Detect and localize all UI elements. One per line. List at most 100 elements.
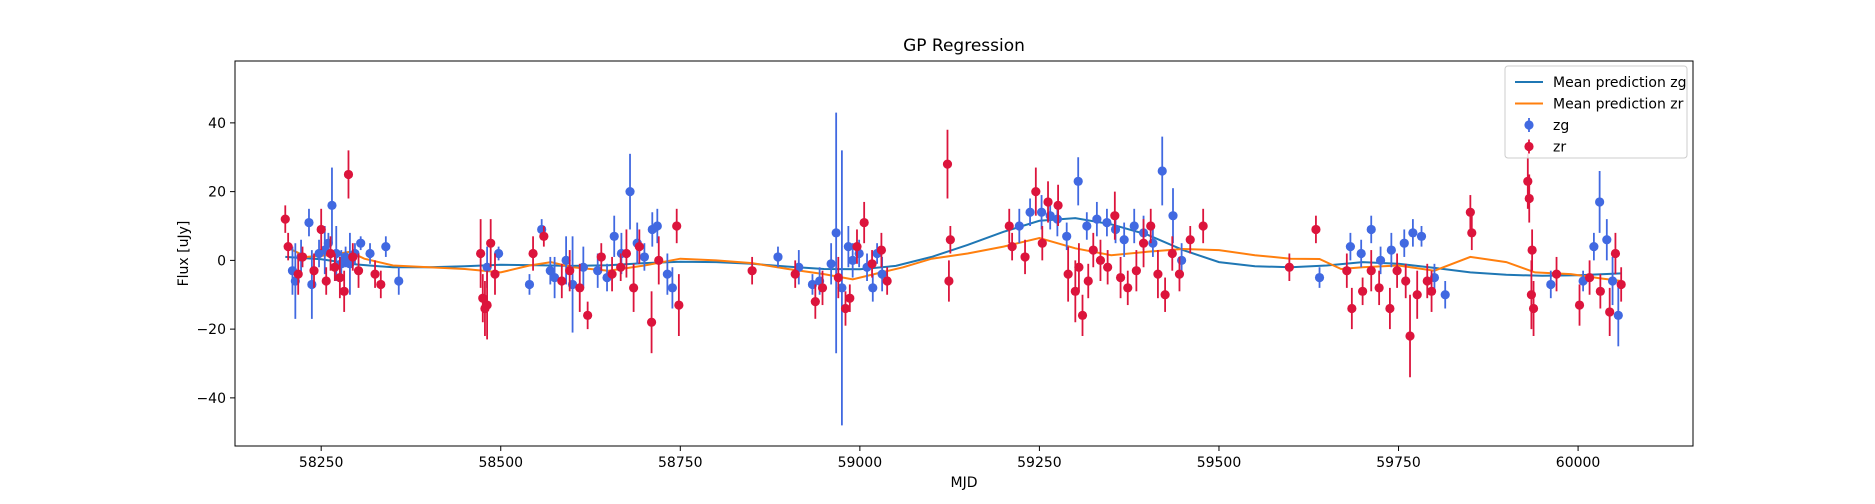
zr-point-49 — [882, 276, 892, 286]
zr-point-90 — [1405, 331, 1415, 341]
zr-point-60 — [1063, 269, 1073, 279]
zg-point-43 — [831, 228, 841, 238]
zr-point-84 — [1358, 286, 1368, 296]
zr-point-96 — [1523, 176, 1533, 186]
zg-point-29 — [609, 231, 619, 241]
zr-point-6 — [321, 276, 331, 286]
y-tick-label-20: 20 — [208, 185, 226, 201]
zr-point-25 — [565, 266, 575, 276]
zg-point-66 — [1148, 238, 1158, 248]
zr-point-39 — [790, 269, 800, 279]
zr-point-8 — [330, 262, 340, 272]
zr-point-55 — [1020, 252, 1030, 262]
zr-point-85 — [1366, 266, 1376, 276]
zr-point-68 — [1110, 211, 1120, 221]
zr-point-24 — [557, 276, 567, 286]
zr-point-94 — [1465, 207, 1475, 217]
zr-point-47 — [867, 259, 877, 269]
zg-point-49 — [868, 283, 878, 293]
zg-point-59 — [1082, 221, 1092, 231]
zg-point-74 — [1375, 255, 1386, 265]
zr-point-34 — [646, 317, 657, 327]
zg-point-67 — [1157, 166, 1167, 176]
zg-point-46 — [848, 255, 858, 265]
zr-point-103 — [1584, 272, 1595, 283]
zg-point-20 — [524, 279, 535, 290]
zg-point-44 — [837, 283, 847, 293]
zr-point-13 — [353, 266, 364, 276]
zr-point-63 — [1077, 310, 1088, 320]
zr-point-40 — [810, 297, 820, 307]
zr-point-22 — [528, 248, 538, 259]
zg-point-73 — [1366, 224, 1376, 235]
zr-point-28 — [596, 252, 606, 262]
zr-point-88 — [1392, 266, 1402, 276]
zg-point-87 — [1613, 310, 1623, 320]
x-tick-label-58500: 58500 — [478, 455, 523, 471]
zr-point-3 — [297, 252, 308, 262]
x-tick-label-60000: 60000 — [1556, 455, 1601, 471]
zr-point-61 — [1070, 286, 1080, 296]
zg-point-70 — [1314, 272, 1325, 283]
zr-point-33 — [634, 242, 644, 252]
zg-point-16 — [381, 242, 391, 252]
legend: Mean prediction zg Mean prediction zr zg zr — [1504, 65, 1688, 159]
zr-point-42 — [833, 272, 843, 283]
zg-point-61 — [1102, 217, 1112, 228]
zr-point-14 — [370, 269, 380, 279]
zr-point-32 — [629, 283, 639, 293]
y-tick-label--40: −40 — [196, 391, 226, 407]
zr-point-46 — [859, 217, 869, 228]
zg-point-35 — [652, 221, 662, 231]
zr-point-78 — [1185, 235, 1195, 245]
zr-point-101 — [1551, 269, 1562, 279]
zg-point-84 — [1595, 197, 1605, 207]
zr-point-107 — [1616, 279, 1626, 290]
x-tick-label-58750: 58750 — [658, 455, 703, 471]
plot-inner — [280, 112, 1626, 426]
x-tick-label-58250: 58250 — [299, 455, 344, 471]
zg-point-19 — [493, 248, 504, 259]
zg-point-81 — [1546, 279, 1556, 290]
zr-point-97 — [1524, 193, 1534, 204]
zr-point-64 — [1083, 276, 1093, 286]
x-tick-label-59500: 59500 — [1197, 455, 1242, 471]
zg-point-78 — [1416, 231, 1427, 241]
zg-point-58 — [1073, 176, 1083, 186]
zr-point-27 — [583, 310, 593, 320]
y-tick-label-0: 0 — [217, 253, 226, 269]
zr-point-89 — [1401, 276, 1411, 286]
y-axis-label: Flux [uJy] — [176, 221, 192, 287]
legend-box — [1504, 65, 1688, 159]
zr-point-57 — [1037, 238, 1047, 248]
zr-point-79 — [1198, 221, 1208, 231]
zr-point-0 — [280, 214, 290, 224]
zg-point-36 — [662, 269, 672, 279]
zg-point-83 — [1589, 242, 1599, 252]
zr-point-37 — [674, 300, 684, 310]
zg-point-14 — [356, 238, 366, 248]
zg-point-75 — [1386, 245, 1396, 255]
zg-point-80 — [1440, 290, 1450, 300]
zg-point-64 — [1129, 221, 1139, 231]
legend-label-3: zr — [1553, 140, 1566, 156]
zr-point-29 — [607, 269, 617, 279]
zr-point-36 — [672, 221, 682, 231]
zg-point-4 — [307, 279, 317, 290]
zr-point-73 — [1146, 221, 1156, 231]
zg-point-26 — [578, 262, 588, 272]
zr-point-65 — [1088, 245, 1098, 255]
zr-point-105 — [1605, 307, 1615, 317]
legend-marker-3 — [1524, 141, 1534, 152]
zg-point-63 — [1119, 235, 1129, 245]
zr-point-20 — [486, 238, 496, 248]
zr-point-48 — [876, 245, 887, 255]
zr-point-53 — [1004, 221, 1014, 231]
zg-point-76 — [1399, 238, 1409, 248]
zg-point-37 — [667, 283, 678, 293]
zr-point-69 — [1115, 272, 1126, 283]
zg-point-27 — [593, 266, 603, 276]
zr-point-38 — [747, 266, 757, 276]
legend-label-0: Mean prediction zg — [1553, 75, 1687, 91]
